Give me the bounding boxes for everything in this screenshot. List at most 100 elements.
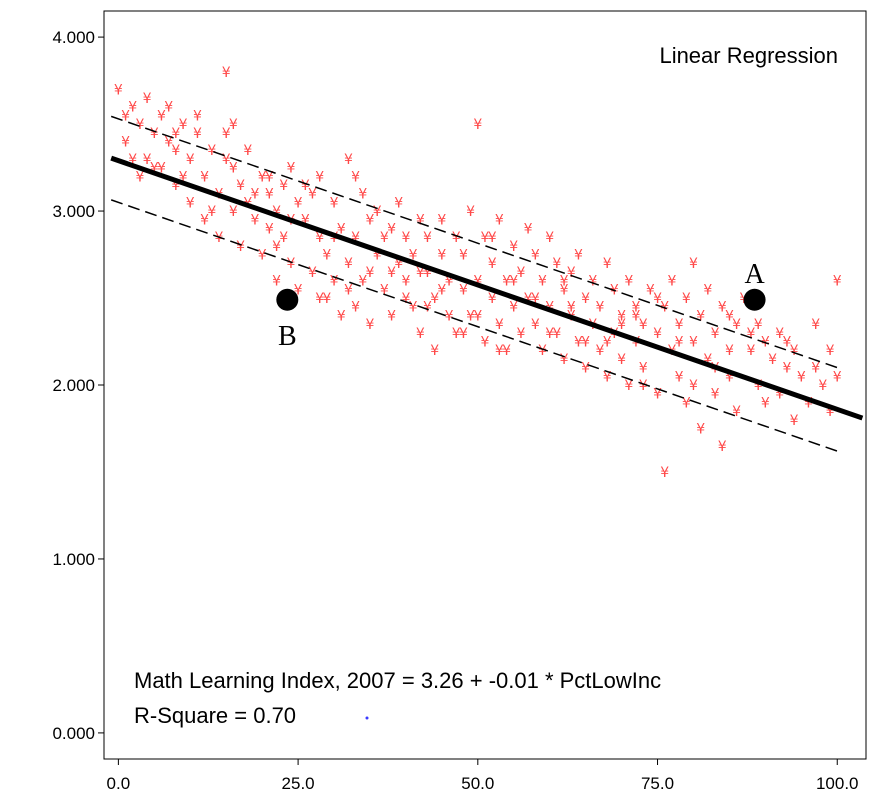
data-point: ¥ xyxy=(409,300,418,316)
data-point: ¥ xyxy=(768,352,777,368)
data-point: ¥ xyxy=(265,169,274,185)
data-point: ¥ xyxy=(229,204,238,220)
data-point: ¥ xyxy=(531,291,540,307)
data-point: ¥ xyxy=(387,265,396,281)
data-point: ¥ xyxy=(157,161,166,177)
data-point: ¥ xyxy=(171,178,180,194)
r-square-marker-dot xyxy=(365,716,369,720)
data-point: ¥ xyxy=(179,117,188,133)
data-point: ¥ xyxy=(308,265,317,281)
data-point: ¥ xyxy=(344,152,353,168)
data-point: ¥ xyxy=(437,213,446,229)
x-tick-label-1: 25.0 xyxy=(282,774,315,793)
data-point: ¥ xyxy=(430,291,439,307)
highlight-point-b xyxy=(276,288,299,311)
data-point: ¥ xyxy=(509,274,518,290)
data-point: ¥ xyxy=(330,230,339,246)
y-tick-label-2: 2.000 xyxy=(52,376,95,395)
data-point: ¥ xyxy=(545,230,554,246)
data-points: ¥ ¥ ¥ ¥ ¥ ¥ ¥ ¥ ¥ ¥ ¥ ¥ ¥ ¥ ¥ ¥ ¥ ¥ ¥ ¥ ¥ ¥ ¥ ¥ ¥ ¥ ¥ ¥ ¥ ¥ ¥ ¥ ¥ ¥ ¥ ¥ ¥ ¥ ¥ ¥… xyxy=(114,65,842,481)
data-point: ¥ xyxy=(639,317,648,333)
data-point: ¥ xyxy=(459,326,468,342)
data-point: ¥ xyxy=(732,317,741,333)
data-point: ¥ xyxy=(596,300,605,316)
data-point: ¥ xyxy=(193,126,202,142)
data-point: ¥ xyxy=(538,274,547,290)
data-point: ¥ xyxy=(718,300,727,316)
data-point: ¥ xyxy=(423,265,432,281)
data-point: ¥ xyxy=(790,413,799,429)
data-point: ¥ xyxy=(193,108,202,124)
data-point: ¥ xyxy=(711,326,720,342)
data-point: ¥ xyxy=(818,378,827,394)
x-tick-label-0: 0.0 xyxy=(107,774,131,793)
data-point: ¥ xyxy=(495,317,504,333)
data-point: ¥ xyxy=(437,248,446,264)
data-point: ¥ xyxy=(445,308,454,324)
data-point: ¥ xyxy=(531,317,540,333)
equation-line-2: R-Square = 0.70 xyxy=(134,703,296,728)
axes: 0.000 1.000 2.000 3.000 4.000 0.0 25.0 50.0 75.0… xyxy=(52,28,858,793)
data-point: ¥ xyxy=(725,369,734,385)
data-point: ¥ xyxy=(502,343,511,359)
data-point: ¥ xyxy=(632,335,641,351)
data-point: ¥ xyxy=(682,395,691,411)
data-point: ¥ xyxy=(653,387,662,403)
data-point: ¥ xyxy=(790,343,799,359)
data-point: ¥ xyxy=(222,65,231,81)
data-point: ¥ xyxy=(430,343,439,359)
x-tick-label-3: 75.0 xyxy=(641,774,674,793)
data-point: ¥ xyxy=(567,265,576,281)
data-point: ¥ xyxy=(516,265,525,281)
data-point: ¥ xyxy=(330,195,339,211)
data-point: ¥ xyxy=(322,248,331,264)
data-point: ¥ xyxy=(689,256,698,272)
data-point: ¥ xyxy=(689,335,698,351)
data-point: ¥ xyxy=(452,326,461,342)
data-point: ¥ xyxy=(617,308,626,324)
data-point: ¥ xyxy=(157,108,166,124)
data-point: ¥ xyxy=(207,204,216,220)
data-point: ¥ xyxy=(596,343,605,359)
data-point: ¥ xyxy=(409,248,418,264)
data-point: ¥ xyxy=(775,387,784,403)
data-point: ¥ xyxy=(215,230,224,246)
data-point: ¥ xyxy=(222,152,231,168)
data-point: ¥ xyxy=(164,100,173,116)
data-point: ¥ xyxy=(466,204,475,220)
data-point: ¥ xyxy=(150,126,159,142)
data-point: ¥ xyxy=(135,169,144,185)
data-point: ¥ xyxy=(581,335,590,351)
data-point: ¥ xyxy=(294,195,303,211)
data-point: ¥ xyxy=(754,378,763,394)
data-point: ¥ xyxy=(560,352,569,368)
data-point: ¥ xyxy=(653,291,662,307)
data-point: ¥ xyxy=(337,308,346,324)
data-point: ¥ xyxy=(114,82,123,98)
data-point: ¥ xyxy=(811,361,820,377)
data-point: ¥ xyxy=(344,282,353,298)
data-point: ¥ xyxy=(272,239,281,255)
data-point: ¥ xyxy=(524,291,533,307)
data-point: ¥ xyxy=(574,335,583,351)
data-point: ¥ xyxy=(747,326,756,342)
data-point: ¥ xyxy=(286,161,295,177)
data-point: ¥ xyxy=(624,378,633,394)
data-point: ¥ xyxy=(653,326,662,342)
data-point: ¥ xyxy=(574,248,583,264)
data-point: ¥ xyxy=(488,230,497,246)
data-point: ¥ xyxy=(725,343,734,359)
data-point: ¥ xyxy=(171,143,180,159)
data-point: ¥ xyxy=(164,134,173,150)
data-point: ¥ xyxy=(394,256,403,272)
data-point: ¥ xyxy=(646,282,655,298)
data-point: ¥ xyxy=(603,335,612,351)
data-point: ¥ xyxy=(373,204,382,220)
data-point: ¥ xyxy=(186,195,195,211)
data-point: ¥ xyxy=(581,291,590,307)
data-point: ¥ xyxy=(394,195,403,211)
data-point: ¥ xyxy=(351,230,360,246)
data-point: ¥ xyxy=(833,274,842,290)
data-point: ¥ xyxy=(128,152,137,168)
data-point: ¥ xyxy=(416,265,425,281)
